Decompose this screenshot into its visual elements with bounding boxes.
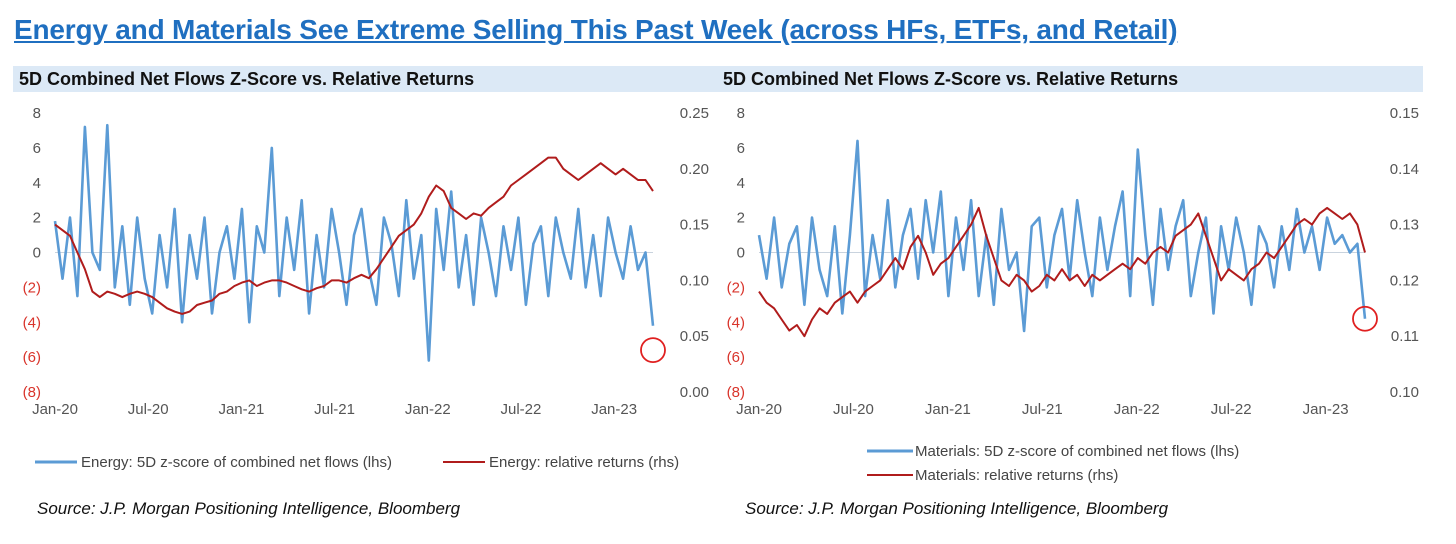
left-axis-tick: (4) (727, 314, 745, 331)
right-axis-tick: 0.12 (1390, 272, 1419, 289)
right-axis-tick: 0.05 (680, 328, 709, 345)
left-axis-tick: (6) (727, 349, 745, 366)
materials-panel: 5D Combined Net Flows Z-Score vs. Relati… (717, 66, 1423, 536)
left-axis-tick: 8 (737, 105, 745, 122)
left-axis-tick: (6) (23, 349, 41, 366)
flows-zscore-line (53, 123, 655, 362)
x-axis-tick: Jul-22 (1211, 401, 1252, 418)
materials-chart-title: 5D Combined Net Flows Z-Score vs. Relati… (723, 69, 1179, 89)
materials-panel-header: 5D Combined Net Flows Z-Score vs. Relati… (717, 66, 1423, 92)
extreme-selling-circle (640, 337, 666, 364)
x-axis-tick: Jul-20 (833, 401, 874, 418)
legend-label: Materials: 5D z-score of combined net fl… (915, 443, 1239, 460)
left-axis-tick: 2 (33, 210, 41, 227)
energy-panel: 5D Combined Net Flows Z-Score vs. Relati… (13, 66, 719, 536)
relative-returns-line (54, 156, 654, 315)
energy-chart-title: 5D Combined Net Flows Z-Score vs. Relati… (19, 69, 475, 89)
left-axis-tick: 6 (33, 140, 41, 157)
flows-zscore-line (757, 139, 1367, 333)
x-axis-tick: Jan-20 (736, 401, 782, 418)
right-axis-tick: 0.20 (680, 161, 709, 178)
left-axis-tick: (2) (727, 279, 745, 296)
right-axis-tick: 0.15 (680, 217, 709, 234)
legend-label: Energy: 5D z-score of combined net flows… (81, 454, 392, 471)
legend-label: Materials: relative returns (rhs) (915, 467, 1118, 484)
energy-panel-header: 5D Combined Net Flows Z-Score vs. Relati… (13, 66, 719, 92)
left-axis-tick: 0 (33, 245, 41, 262)
x-axis-tick: Jan-20 (32, 401, 78, 418)
legend-label: Energy: relative returns (rhs) (489, 454, 679, 471)
left-axis-tick: (4) (23, 314, 41, 331)
relative-returns-line (758, 206, 1366, 338)
left-axis-tick: 8 (33, 105, 41, 122)
energy-chart: 8 6 4 2 0 (2) (4) (6) (8) 0.25 0.20 0.15 0.10 0.05 0.0… (23, 105, 709, 471)
x-axis-tick: Jan-21 (218, 401, 264, 418)
x-axis-tick: Jan-22 (1114, 401, 1160, 418)
x-axis-tick: Jan-23 (1303, 401, 1349, 418)
x-axis-tick: Jul-21 (314, 401, 355, 418)
right-axis-tick: 0.10 (680, 272, 709, 289)
right-axis-tick: 0.15 (1390, 105, 1419, 122)
x-axis-tick: Jan-23 (591, 401, 637, 418)
x-axis-tick: Jul-20 (128, 401, 169, 418)
extreme-selling-circle (1352, 305, 1378, 332)
x-axis-tick: Jul-21 (1022, 401, 1063, 418)
materials-source-note: Source: J.P. Morgan Positioning Intellig… (745, 499, 1169, 518)
left-axis-tick: 0 (737, 245, 745, 262)
left-axis-tick: (8) (23, 384, 41, 401)
right-axis-tick: 0.00 (680, 384, 709, 401)
left-axis-tick: 6 (737, 140, 745, 157)
main-title: Energy and Materials See Extreme Selling… (14, 14, 1178, 45)
x-axis-tick: Jan-22 (405, 401, 451, 418)
x-axis-tick: Jul-22 (501, 401, 542, 418)
left-axis-tick: 4 (33, 175, 41, 192)
left-axis-tick: (2) (23, 279, 41, 296)
left-axis-tick: (8) (727, 384, 745, 401)
energy-source-note: Source: J.P. Morgan Positioning Intellig… (37, 499, 461, 518)
left-axis-tick: 2 (737, 210, 745, 227)
materials-chart: 8 6 4 2 0 (2) (4) (6) (8) 0.15 0.14 0.13 0.12 0.11 0.1… (727, 105, 1419, 484)
right-axis-tick: 0.10 (1390, 384, 1419, 401)
right-axis-tick: 0.14 (1390, 161, 1419, 178)
x-axis-tick: Jan-21 (925, 401, 971, 418)
right-axis-tick: 0.13 (1390, 217, 1419, 234)
right-axis-tick: 0.11 (1391, 328, 1419, 345)
left-axis-tick: 4 (737, 175, 745, 192)
right-axis-tick: 0.25 (680, 105, 709, 122)
